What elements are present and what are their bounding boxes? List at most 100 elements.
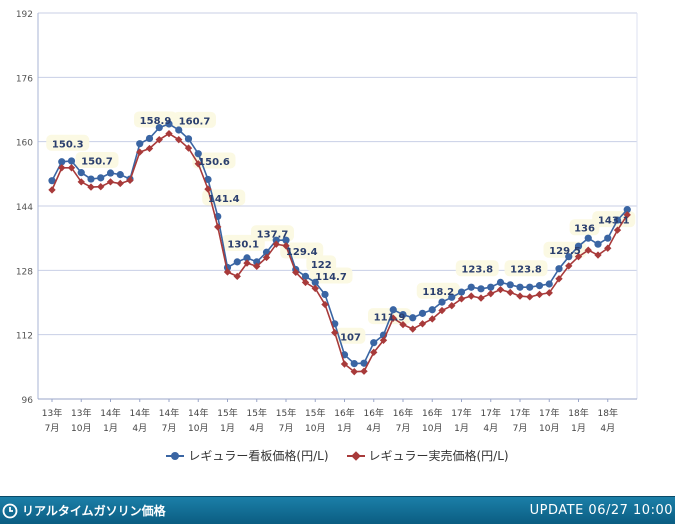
data-label: 136 [574, 224, 595, 235]
data-point-2 [360, 367, 368, 375]
update-timestamp: UPDATE 06/27 10:00 [529, 503, 673, 518]
data-point-2 [545, 289, 553, 297]
footer-brand[interactable]: リアルタイムガソリン価格 [0, 502, 166, 519]
data-point-2 [262, 253, 271, 262]
x-tick-year: 13年 [42, 407, 62, 419]
data-point-2 [428, 315, 436, 323]
data-point-2 [526, 293, 534, 301]
data-point-1 [321, 290, 329, 299]
data-point-2 [253, 262, 261, 270]
x-tick-month: 1月 [454, 423, 469, 434]
data-label: 150.3 [52, 139, 84, 150]
data-point-1 [67, 157, 76, 165]
data-point-1 [428, 306, 436, 314]
data-point-2 [594, 251, 602, 259]
data-point-2 [555, 275, 563, 283]
data-point-1 [48, 177, 56, 185]
y-tick-label-112: 112 [16, 332, 33, 342]
x-tick-year: 14年 [100, 407, 120, 419]
legend-label-signboard: レギュラー看板価格(円/L) [188, 449, 329, 463]
x-tick-year: 16年 [393, 407, 413, 419]
data-point-2 [184, 144, 193, 152]
data-point-1 [175, 126, 183, 134]
x-tick-month: 4月 [600, 423, 615, 434]
x-tick-year: 18年 [598, 407, 618, 419]
legend-item-actual[interactable]: レギュラー実売価格(円/L) [346, 447, 509, 464]
x-tick-year: 16年 [422, 407, 442, 419]
plot-area: 96 112 128 144 160 176 192 13年 7月 13年 10月 14年 1月 14年 4… [16, 10, 638, 434]
x-tick-month: 7月 [279, 423, 294, 434]
data-point-2 [613, 226, 622, 234]
data-label-bg [173, 111, 216, 128]
data-point-2 [516, 292, 524, 300]
x-tick-month: 4月 [483, 423, 498, 434]
data-point-1 [370, 339, 378, 347]
data-label-bg [192, 152, 236, 169]
data-point-1 [87, 175, 95, 183]
data-label: 114.7 [315, 272, 347, 283]
data-point-1 [389, 306, 397, 314]
data-point-1 [604, 234, 612, 242]
y-tick-label-176: 176 [16, 74, 33, 84]
data-point-1 [457, 288, 466, 296]
data-point-2 [321, 300, 329, 309]
data-point-1 [58, 158, 66, 166]
data-label: 150.7 [81, 157, 113, 168]
x-tick-year: 18年 [568, 407, 588, 419]
data-point-2 [165, 129, 173, 138]
chart-legend: レギュラー看板価格(円/L) レギュラー実売価格(円/L) [0, 447, 675, 464]
data-point-2 [467, 292, 475, 300]
x-tick-year: 14年 [159, 407, 179, 419]
footer-title: リアルタイムガソリン価格 [22, 504, 166, 518]
clock-icon [2, 503, 18, 518]
data-point-1 [155, 123, 163, 132]
data-point-2 [58, 164, 66, 172]
data-point-1 [526, 283, 534, 291]
data-point-2 [116, 179, 124, 188]
data-label: 111.9 [374, 313, 406, 324]
data-point-2 [623, 211, 631, 219]
x-tick-year: 17年 [451, 407, 471, 419]
data-label-bg [416, 282, 460, 299]
x-tick-month: 7月 [396, 423, 411, 434]
data-label: 130.1 [227, 239, 259, 250]
data-point-2 [535, 290, 544, 299]
data-point-1 [360, 359, 368, 367]
data-point-2 [301, 278, 310, 287]
data-point-1 [467, 283, 475, 291]
x-tick-month: 10月 [305, 423, 325, 434]
data-point-2 [292, 268, 300, 277]
data-point-1 [545, 280, 553, 288]
x-tick-month: 7月 [45, 423, 60, 434]
y-tick-label-160: 160 [16, 139, 33, 149]
data-label: 118.2 [422, 287, 454, 298]
x-tick-month: 4月 [366, 423, 381, 434]
data-point-1 [613, 216, 622, 224]
legend-swatch-signboard [166, 451, 185, 460]
data-point-2 [145, 144, 154, 153]
data-point-1 [106, 169, 115, 177]
data-label: 158.9 [140, 116, 172, 127]
data-point-2 [379, 336, 388, 344]
data-point-1 [184, 135, 193, 143]
legend-label-actual: レギュラー実売価格(円/L) [368, 449, 509, 463]
data-label-bg [504, 260, 548, 277]
data-point-2 [574, 252, 583, 261]
legend-item-signboard[interactable]: レギュラー看板価格(円/L) [166, 447, 329, 464]
x-tick-year: 15年 [305, 407, 325, 419]
data-label: 143.1 [598, 216, 630, 227]
data-point-2 [604, 244, 612, 252]
data-point-1 [594, 240, 602, 248]
data-label: 160.7 [179, 116, 211, 127]
data-point-1 [399, 310, 407, 319]
data-point-2 [155, 135, 163, 144]
data-point-2 [370, 348, 378, 357]
x-tick-month: 1月 [337, 423, 352, 434]
data-label-bg [306, 255, 337, 272]
data-point-2 [506, 288, 514, 297]
data-label: 129.4 [286, 247, 318, 258]
x-tick-month: 10月 [188, 423, 208, 434]
data-point-2 [399, 320, 407, 329]
x-tick-year: 17年 [481, 407, 501, 419]
x-tick-month: 1月 [571, 423, 586, 434]
